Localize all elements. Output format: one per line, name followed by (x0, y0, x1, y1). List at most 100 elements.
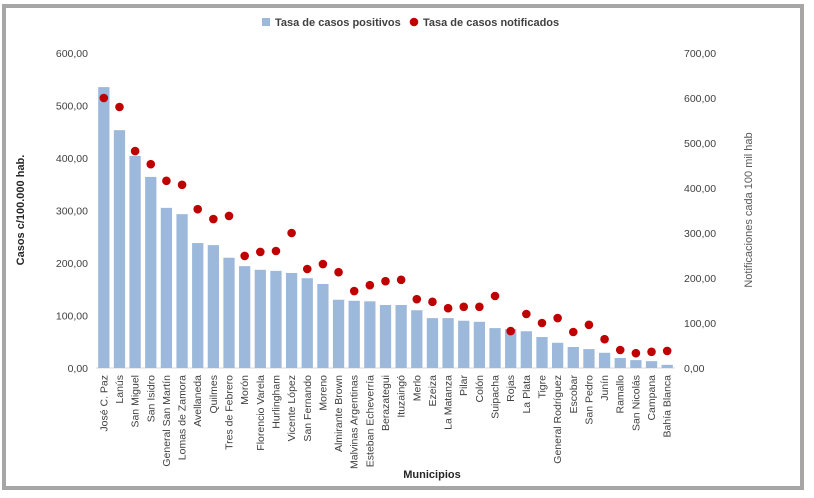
bar (129, 155, 141, 368)
bar (458, 320, 470, 368)
dot (631, 348, 641, 358)
dot (256, 247, 265, 257)
x-tick-label: Moreno (317, 375, 329, 411)
dot (615, 345, 625, 355)
bar (379, 305, 392, 368)
x-tick-label: San Isidro (145, 375, 157, 422)
bar (332, 299, 345, 368)
x-tick-label: Ezeiza (427, 375, 439, 407)
x-tick-label: Florencio Varela (255, 375, 267, 451)
dot (568, 327, 578, 337)
y2-tick-label: 700,00 (684, 48, 716, 60)
dot (396, 275, 406, 285)
y-tick-label: 0,00 (68, 363, 89, 375)
x-tick-label: Lanús (114, 375, 126, 404)
x-tick-label: Rojas (505, 375, 517, 402)
dot (475, 302, 484, 312)
x-tick-label: Quilmes (208, 375, 220, 414)
dot (287, 228, 296, 238)
bar (583, 349, 595, 368)
x-axis-title: Municipios (403, 469, 460, 481)
bar (630, 360, 642, 368)
bar (661, 364, 673, 368)
bar (536, 337, 548, 368)
bar (176, 214, 188, 368)
legend-swatch (409, 17, 419, 27)
bar (270, 270, 282, 368)
dot (318, 259, 328, 269)
dot (162, 176, 171, 186)
bar (520, 331, 532, 368)
bar (145, 176, 157, 368)
y-axis-title: Casos c/100.000 hab. (15, 155, 27, 266)
dot (412, 294, 422, 304)
x-tick-label: La Plata (521, 375, 533, 414)
x-tick-label: Colón (474, 375, 486, 403)
dot (647, 347, 656, 357)
bar (364, 301, 376, 368)
bar (598, 352, 611, 368)
legend-label: Tasa de casos positivos (275, 17, 401, 29)
dot (334, 267, 343, 277)
y2-tick-label: 500,00 (684, 138, 716, 150)
bar (614, 358, 626, 368)
x-tick-label: Escobar (568, 375, 580, 414)
dot (584, 320, 594, 330)
x-tick-label: Berazategui (380, 375, 392, 431)
bar (98, 87, 110, 368)
dot (537, 318, 547, 328)
dot (115, 102, 124, 112)
bar (160, 207, 173, 368)
x-tick-label: Junín (599, 375, 611, 401)
bar (301, 278, 313, 368)
bar (223, 257, 235, 368)
x-tick-label: Merlo (411, 375, 423, 401)
bar (192, 243, 204, 368)
x-tick-label: General Rodríguez (552, 375, 564, 464)
x-tick-label: Ramallo (615, 375, 627, 414)
dot (365, 280, 375, 290)
x-tick-label: Pilar (458, 375, 470, 397)
dot (553, 313, 562, 323)
y2-tick-label: 600,00 (684, 93, 716, 105)
frame (2, 4, 804, 490)
x-tick-label: San Miguel (130, 375, 142, 428)
bar (489, 328, 501, 368)
y2-tick-label: 300,00 (684, 228, 716, 240)
y-tick-label: 100,00 (56, 311, 88, 323)
x-tick-label: Bahía Blanca (662, 375, 674, 438)
y2-tick-label: 100,00 (684, 318, 716, 330)
x-tick-label: La Matanza (443, 375, 455, 430)
y-tick-label: 200,00 (56, 258, 88, 270)
x-tick-label: Tres de Febrero (224, 375, 236, 450)
dot (662, 346, 672, 356)
bar (113, 130, 126, 368)
dot (459, 302, 469, 312)
x-tick-label: Tigre (536, 375, 548, 399)
bar (254, 269, 266, 368)
bar (395, 305, 407, 368)
x-tick-label: San Fernando (302, 375, 314, 442)
dot (349, 286, 359, 296)
dot (177, 180, 187, 190)
dot (224, 211, 234, 221)
x-tick-label: Ituzaingó (396, 375, 408, 418)
bar (473, 321, 486, 368)
bar (207, 245, 219, 368)
bar (317, 284, 329, 368)
x-tick-label: Lomas de Zamora (177, 375, 189, 460)
y-tick-label: 300,00 (56, 206, 88, 218)
dot (302, 264, 312, 274)
x-tick-label: José C. Paz (98, 375, 110, 432)
x-tick-label: Campana (646, 375, 658, 421)
bar (411, 310, 423, 368)
x-tick-label: General San Martín (161, 375, 173, 467)
y-tick-label: 500,00 (56, 101, 88, 113)
y-tick-label: 400,00 (56, 153, 88, 165)
x-tick-label: Avellaneda (192, 375, 204, 427)
dot (522, 309, 531, 319)
legend-label: Tasa de casos notificados (423, 17, 559, 29)
dot (428, 297, 437, 307)
dot (209, 214, 218, 224)
